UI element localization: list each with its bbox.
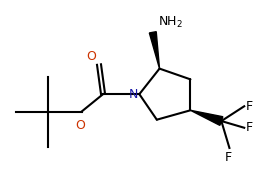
Text: NH$_2$: NH$_2$: [158, 15, 183, 30]
Text: F: F: [246, 121, 253, 134]
Text: O: O: [87, 50, 96, 63]
Polygon shape: [149, 32, 160, 69]
Polygon shape: [190, 110, 223, 125]
Text: O: O: [75, 119, 85, 132]
Text: F: F: [224, 151, 232, 164]
Text: N: N: [129, 88, 138, 101]
Text: F: F: [246, 100, 253, 113]
